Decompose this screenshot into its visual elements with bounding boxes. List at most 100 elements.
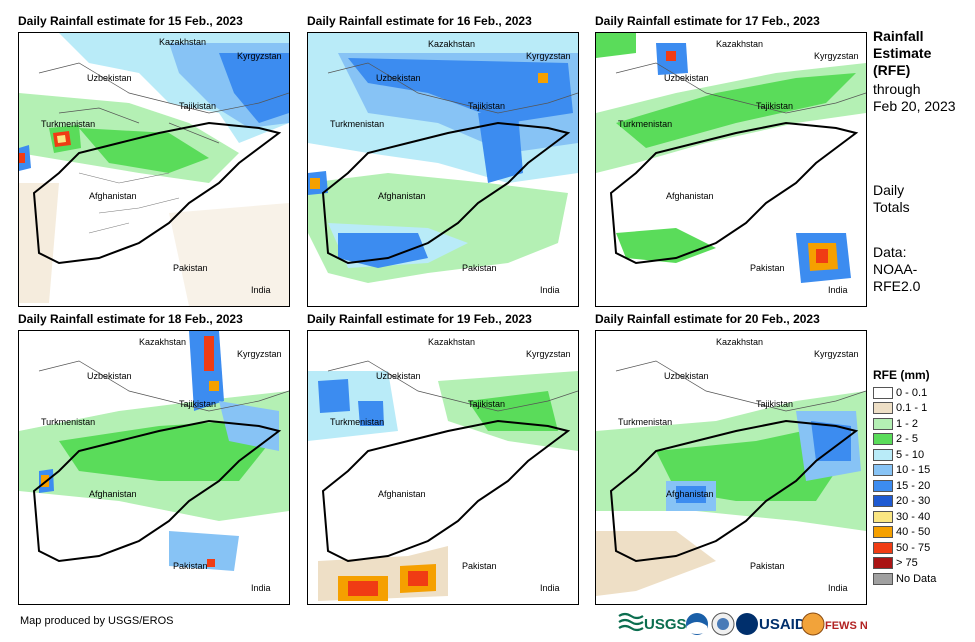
legend-label: 0 - 0.1 [896,386,928,399]
side-data-source: Data: NOAA- RFE2.0 [873,244,973,295]
label-kazakhstan: Kazakhstan [139,337,186,347]
side-data-line2: NOAA- [873,261,918,277]
label-pakistan: Pakistan [173,561,208,571]
legend-swatch [873,479,893,492]
usgs-logo: USGS [618,612,687,633]
map-frame: Kazakhstan Kyrgyzstan Uzbekistan Tajikis… [18,32,290,307]
label-uzbekistan: Uzbekistan [664,73,709,83]
label-pakistan: Pakistan [750,263,785,273]
label-afghanistan: Afghanistan [89,191,137,201]
footer-credit: Map produced by USGS/EROS [20,615,174,627]
noaa-logo [686,613,708,635]
legend-item: > 75 [873,556,973,572]
side-daily-line2: Totals [873,199,910,215]
rainfall-map: Kazakhstan Kyrgyzstan Uzbekistan Tajikis… [19,33,289,306]
side-daily-line1: Daily [873,182,905,198]
legend-label: 2 - 5 [896,433,919,446]
doi-seal [711,612,735,636]
label-turkmenistan: Turkmenistan [330,119,384,129]
map-frame: Kazakhstan Kyrgyzstan Uzbekistan Tajikis… [18,330,290,605]
label-india: India [540,285,560,295]
label-kyrgyzstan: Kyrgyzstan [526,51,571,61]
label-kyrgyzstan: Kyrgyzstan [237,51,282,61]
rainfall-map: Kazakhstan Kyrgyzstan Uzbekistan Tajikis… [596,337,866,596]
label-afghanistan: Afghanistan [666,489,714,499]
label-kazakhstan: Kazakhstan [428,337,475,347]
legend-label: 50 - 75 [896,541,931,554]
legend-label: 15 - 20 [896,479,931,492]
usaid-text: USAID [759,616,806,633]
legend-label: > 75 [896,557,918,570]
side-data-line1: Data: [873,244,907,260]
label-pakistan: Pakistan [462,263,497,273]
label-kazakhstan: Kazakhstan [716,39,763,49]
label-tajikistan: Tajikistan [756,399,793,409]
label-kazakhstan: Kazakhstan [716,337,763,347]
legend-item: 50 - 75 [873,540,973,556]
label-afghanistan: Afghanistan [378,191,426,201]
label-turkmenistan: Turkmenistan [330,417,384,427]
label-india: India [251,583,271,593]
legend-item: 30 - 40 [873,509,973,525]
legend-label: 20 - 30 [896,495,931,508]
legend-label: No Data [896,572,937,585]
legend-item: 0 - 0.1 [873,385,973,401]
legend-item: 20 - 30 [873,494,973,510]
label-uzbekistan: Uzbekistan [664,371,709,381]
label-afghanistan: Afghanistan [666,191,714,201]
legend-swatch [873,495,893,508]
label-pakistan: Pakistan [173,263,208,273]
fewsnet-text: FEWS NET [825,620,867,632]
rainfall-map: Kazakhstan Kyrgyzstan Uzbekistan Tajikis… [19,331,289,593]
rainfall-map: Kazakhstan Kyrgyzstan Uzbekistan Tajikis… [308,337,578,601]
legend-item: 40 - 50 [873,525,973,541]
map-frame: Kazakhstan Kyrgyzstan Uzbekistan Tajikis… [307,32,579,307]
label-india: India [251,285,271,295]
label-afghanistan: Afghanistan [378,489,426,499]
side-daily: Daily Totals [873,182,973,216]
legend-swatch [873,386,893,399]
side-title-line2: Estimate [873,45,932,61]
legend-swatch [873,448,893,461]
label-tajikistan: Tajikistan [179,101,216,111]
legend-label: 1 - 2 [896,417,919,430]
label-turkmenistan: Turkmenistan [618,119,672,129]
panel-title: Daily Rainfall estimate for 19 Feb., 202… [307,312,532,326]
label-kyrgyzstan: Kyrgyzstan [814,51,859,61]
label-kyrgyzstan: Kyrgyzstan [814,349,859,359]
label-afghanistan: Afghanistan [89,489,137,499]
side-data-line3: RFE2.0 [873,278,921,294]
panel-title: Daily Rainfall estimate for 15 Feb., 202… [18,14,243,28]
label-uzbekistan: Uzbekistan [87,73,132,83]
legend-label: 30 - 40 [896,510,931,523]
label-kyrgyzstan: Kyrgyzstan [526,349,571,359]
legend-item: 15 - 20 [873,478,973,494]
legend-swatch [873,572,893,585]
legend-item: 0.1 - 1 [873,401,973,417]
label-uzbekistan: Uzbekistan [376,371,421,381]
map-frame: Kazakhstan Kyrgyzstan Uzbekistan Tajikis… [595,32,867,307]
label-pakistan: Pakistan [462,561,497,571]
side-title-line1: Rainfall [873,28,924,44]
side-through: through Feb 20, 2023 [873,81,973,115]
legend-item: 5 - 10 [873,447,973,463]
legend-label: 10 - 15 [896,464,931,477]
legend-swatch [873,541,893,554]
label-kazakhstan: Kazakhstan [159,37,206,47]
label-turkmenistan: Turkmenistan [41,417,95,427]
legend-swatch [873,557,893,570]
legend-label: 5 - 10 [896,448,925,461]
legend-item: No Data [873,571,973,587]
legend-swatch [873,417,893,430]
label-tajikistan: Tajikistan [468,101,505,111]
label-tajikistan: Tajikistan [468,399,505,409]
legend-swatch [873,510,893,523]
label-turkmenistan: Turkmenistan [41,119,95,129]
label-india: India [540,583,560,593]
label-pakistan: Pakistan [750,561,785,571]
legend-item: 1 - 2 [873,416,973,432]
legend-label: 0.1 - 1 [896,402,928,415]
side-title-line3: (RFE) [873,62,911,78]
panel-title: Daily Rainfall estimate for 16 Feb., 202… [307,14,532,28]
label-turkmenistan: Turkmenistan [618,417,672,427]
